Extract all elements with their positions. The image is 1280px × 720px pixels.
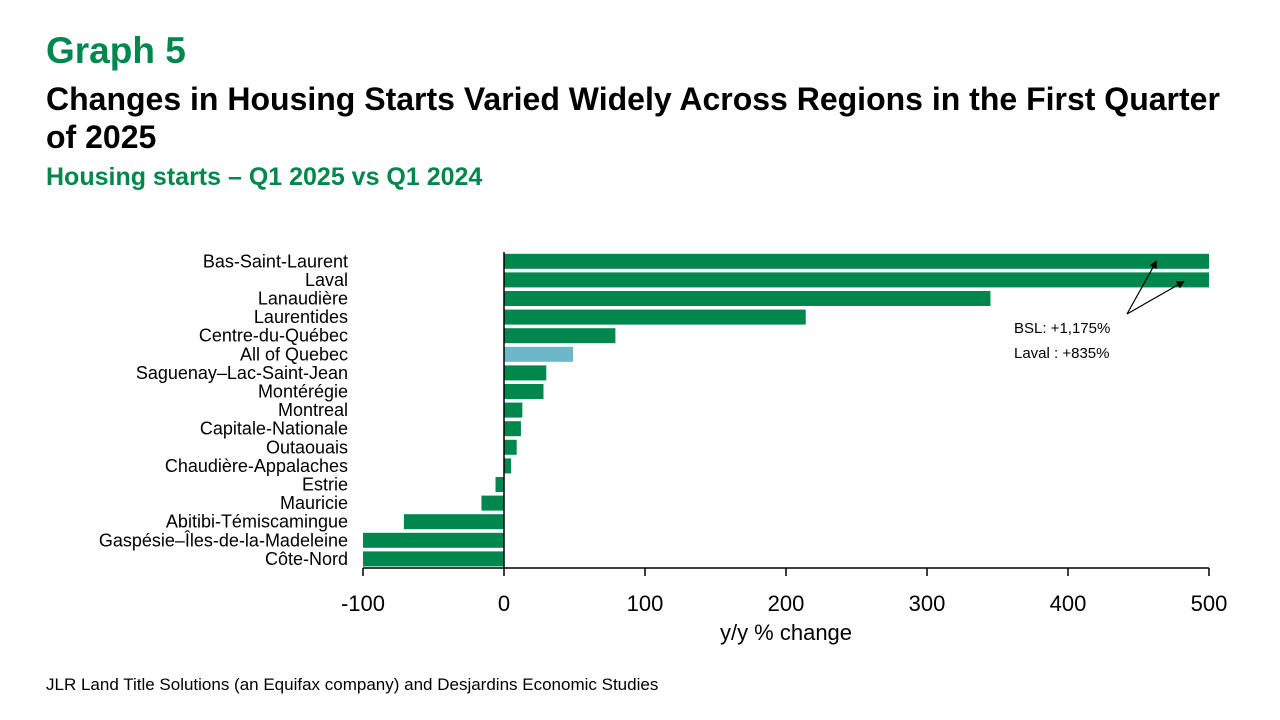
chart-title: Changes in Housing Starts Varied Widely … (46, 81, 1220, 155)
category-label: Saguenay–Lac-Saint-Jean (136, 363, 348, 383)
x-tick-label: 400 (1050, 591, 1087, 616)
category-label: Montérégie (258, 382, 348, 402)
bar-all-of-quebec (504, 346, 574, 362)
x-axis-title: y/y % change (720, 620, 852, 645)
bar-saguenay-lac-saint-jean (504, 365, 547, 381)
x-tick-label: 100 (627, 591, 664, 616)
x-tick-label: 500 (1191, 591, 1228, 616)
annotation-arrow-bsl (1126, 260, 1157, 315)
category-label: Outaouais (266, 437, 348, 457)
category-label: Bas-Saint-Laurent (203, 251, 348, 271)
bar-bas-saint-laurent (504, 253, 1209, 269)
category-label: Capitale-Nationale (200, 419, 348, 439)
category-label: Côte-Nord (265, 549, 348, 569)
x-tick-label: 0 (498, 591, 510, 616)
graph-number: Graph 5 (46, 30, 186, 71)
category-label: Mauricie (280, 493, 348, 513)
category-label: Centre-du-Québec (199, 326, 348, 346)
category-label: Estrie (302, 475, 348, 495)
bar-monteregie (504, 384, 544, 399)
chart-subtitle: Housing starts – Q1 2025 vs Q1 2024 (46, 163, 483, 191)
category-label: Chaudière-Appalaches (165, 456, 348, 476)
bar-lanaudiere (504, 291, 991, 306)
bar-abitibi-temiscamingue (403, 514, 504, 530)
source-note: JLR Land Title Solutions (an Equifax com… (46, 675, 659, 694)
bar-laval (504, 272, 1209, 288)
bar-mauricie (481, 495, 504, 511)
bar-chaudiere-appalaches (504, 458, 512, 474)
bar-outaouais (504, 439, 517, 455)
annotation-text: Laval : +835% (1014, 345, 1110, 362)
bar-laurentides (504, 309, 806, 325)
category-label: Lanaudière (258, 289, 348, 309)
category-label: Abitibi-Témiscamingue (166, 512, 348, 532)
bar-gaspesie-iles-de-la-madeleine (363, 532, 504, 548)
bar-montreal (504, 402, 523, 418)
x-tick-label: 300 (909, 591, 946, 616)
annotation-arrow-laval (1126, 281, 1185, 315)
bar-cote-nord (363, 551, 504, 567)
category-label: All of Quebec (240, 344, 348, 364)
bar-estrie (495, 477, 504, 492)
category-label: Montreal (278, 400, 348, 420)
x-tick-label: -100 (341, 591, 385, 616)
bar-capitale-nationale (504, 421, 521, 437)
x-tick-label: 200 (768, 591, 805, 616)
bar-centre-du-quebec (504, 328, 616, 344)
category-label: Laval (305, 270, 348, 290)
category-label: Gaspésie–Îles-de-la-Madeleine (99, 530, 348, 550)
category-label: Laurentides (254, 307, 348, 327)
annotation-text: BSL: +1,175% (1014, 320, 1110, 337)
